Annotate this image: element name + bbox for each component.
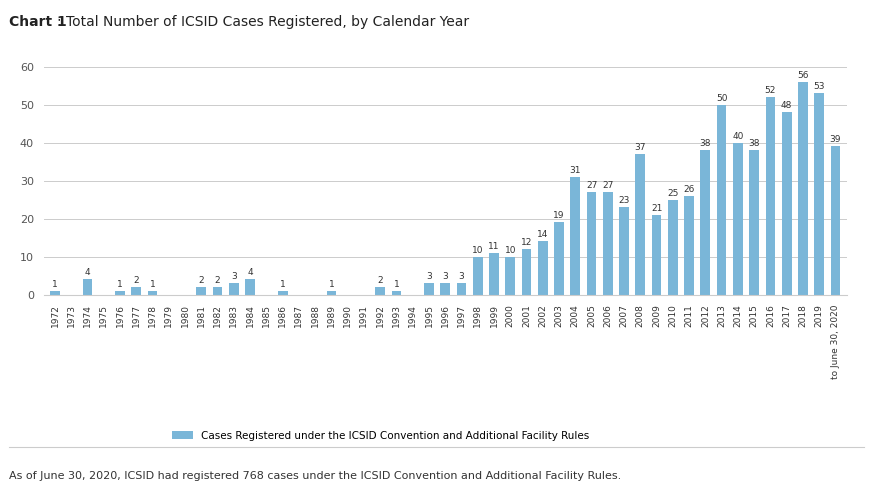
Bar [636,154,645,295]
Legend: Cases Registered under the ICSID Convention and Additional Facility Rules: Cases Registered under the ICSID Convent… [168,427,594,445]
Text: As of June 30, 2020, ICSID had registered 768 cases under the ICSID Convention a: As of June 30, 2020, ICSID had registere… [9,471,621,481]
Text: 37: 37 [635,143,646,152]
Bar [700,150,711,295]
Text: 1: 1 [394,280,399,289]
Text: Chart 1: Chart 1 [9,15,66,29]
Bar [587,192,596,295]
Text: 2: 2 [134,276,139,285]
Text: 38: 38 [699,139,711,148]
Bar [457,283,466,295]
Bar [278,291,287,295]
Text: 27: 27 [602,181,614,190]
Bar [148,291,157,295]
Bar [554,222,564,295]
Bar [375,287,385,295]
Bar [489,253,498,295]
Text: 39: 39 [829,136,842,144]
Text: 48: 48 [781,101,793,110]
Text: : Total Number of ICSID Cases Registered, by Calendar Year: : Total Number of ICSID Cases Registered… [57,15,469,29]
Bar [440,283,450,295]
Text: 31: 31 [569,166,581,175]
Bar [717,105,726,295]
Text: 1: 1 [279,280,285,289]
Text: 3: 3 [426,273,432,281]
Text: 1: 1 [328,280,334,289]
Bar [668,199,677,295]
Text: 52: 52 [765,86,776,95]
Bar [392,291,402,295]
Text: 14: 14 [537,230,548,240]
Bar [782,112,792,295]
Bar [733,142,743,295]
Text: 27: 27 [586,181,597,190]
Text: 38: 38 [748,139,760,148]
Text: 1: 1 [117,280,123,289]
Bar [522,249,532,295]
Bar [245,279,255,295]
Bar [619,207,629,295]
Bar [830,146,841,295]
Text: 50: 50 [716,94,727,103]
Text: 4: 4 [247,269,253,277]
Bar [424,283,434,295]
Text: 3: 3 [231,273,237,281]
Text: 10: 10 [472,246,484,255]
Text: 1: 1 [52,280,58,289]
Text: 23: 23 [618,196,629,205]
Text: 4: 4 [85,269,91,277]
Bar [798,82,808,295]
Bar [83,279,93,295]
Text: 2: 2 [377,276,383,285]
Bar [570,177,581,295]
Text: 56: 56 [797,71,808,80]
Text: 1: 1 [149,280,155,289]
Text: 40: 40 [732,132,744,140]
Bar [815,93,824,295]
Text: 2: 2 [215,276,220,285]
Text: 53: 53 [814,82,825,91]
Bar [766,97,775,295]
Bar [473,257,483,295]
Text: 25: 25 [667,189,678,198]
Bar [229,283,238,295]
Bar [132,287,141,295]
Text: 26: 26 [684,185,695,194]
Text: 21: 21 [651,204,663,213]
Text: 3: 3 [458,273,464,281]
Text: 10: 10 [505,246,516,255]
Bar [50,291,60,295]
Bar [115,291,125,295]
Bar [684,196,694,295]
Text: 11: 11 [488,242,499,251]
Text: 2: 2 [198,276,204,285]
Text: 12: 12 [521,238,533,247]
Bar [196,287,206,295]
Bar [652,215,662,295]
Bar [538,242,547,295]
Bar [749,150,759,295]
Text: 3: 3 [443,273,448,281]
Bar [603,192,613,295]
Bar [327,291,336,295]
Text: 19: 19 [553,212,565,220]
Bar [213,287,223,295]
Bar [505,257,515,295]
